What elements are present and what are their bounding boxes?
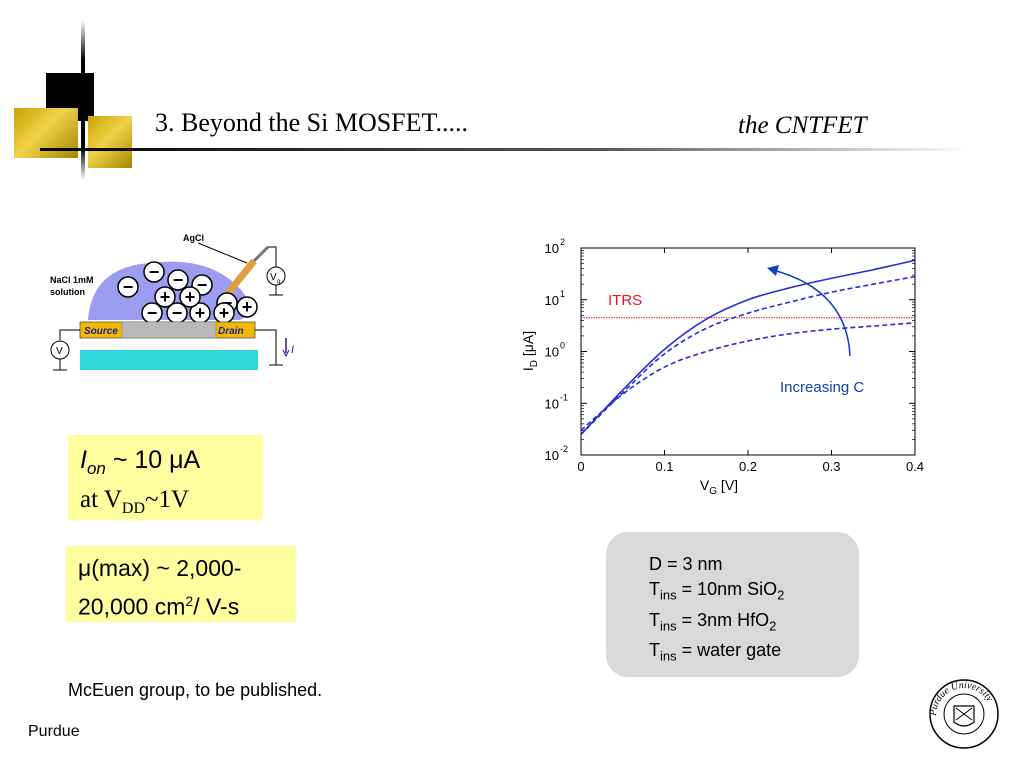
ion-sign: − (197, 275, 208, 295)
y-tick-label: 10 (545, 241, 559, 256)
seal-outer-ring (929, 679, 999, 749)
left-wire (59, 329, 80, 340)
ion-icon (167, 269, 189, 291)
reference-text: McEuen group, to be published. (68, 680, 323, 700)
mobility-line2: 20,000 cm2/ V-s (78, 593, 240, 620)
supply-voltage-line: at VDD~1V (80, 486, 190, 517)
mobility-line1: μ(max) ~ 2,000- (78, 555, 242, 581)
cntfet-device-diagram: AgCl NaCl 1mM solution −−−−−−−+++++ Sour… (50, 233, 294, 371)
x-tick-label: 0 (577, 459, 584, 474)
y-tick-exponent: 1 (560, 289, 565, 299)
x-tick-label: 0.3 (822, 459, 840, 474)
ion-group: −−−−−−−+++++ (117, 261, 258, 324)
footer-organization: Purdue (28, 723, 80, 740)
solution-label-line2: solution (50, 287, 85, 297)
seal-cross-icon (955, 707, 973, 721)
vg-wire (268, 246, 277, 267)
ion-icon (143, 261, 165, 283)
itrs-label: ITRS (608, 292, 642, 309)
sio2-line: Tins = 10nm SiO2 (649, 579, 785, 603)
current-arrowhead-icon (282, 349, 290, 358)
chart-xlabel: VG [V] (700, 477, 738, 497)
series-line-3 (581, 321, 915, 431)
y-tick-label: 10 (545, 448, 559, 463)
y-tick-label: 10 (545, 396, 559, 411)
y-tick-exponent: -2 (560, 444, 568, 454)
nanotube-channel (121, 321, 217, 339)
ion-sign: + (185, 287, 196, 307)
vg-symbol: V (270, 272, 277, 283)
ion-sign: − (172, 303, 183, 323)
chart-ylabel: ID [μA] (520, 331, 540, 371)
ion-sign: − (149, 262, 160, 282)
y-tick-exponent: 2 (560, 237, 565, 247)
ion-sign: + (160, 287, 171, 307)
ion-icon (117, 276, 139, 298)
ion-sign: + (219, 303, 230, 323)
slide-subtitle: the CNTFET (738, 112, 867, 139)
x-tick-label: 0.1 (655, 459, 673, 474)
ion-sign: − (123, 277, 134, 297)
chart-series-group (581, 259, 915, 435)
header-gold-square-right (88, 116, 132, 168)
series-line-2 (581, 275, 915, 435)
increasing-c-arrowhead-icon (767, 265, 779, 276)
ion-icon (154, 286, 176, 308)
y-tick-label: 10 (545, 345, 559, 360)
chart-plot-area (580, 247, 916, 456)
vg-subscript: g (277, 279, 280, 285)
solution-label-line1: NaCl 1mM (50, 275, 94, 285)
x-tick-label: 0.2 (739, 459, 757, 474)
on-current-box: Ion ~ 10 μA at VDD~1V (68, 435, 263, 520)
y-tick-label: 10 (545, 293, 559, 308)
device-parameters-box: D = 3 nm Tins = 10nm SiO2 Tins = 3nm HfO… (606, 532, 859, 677)
vsd-symbol: V (56, 346, 63, 357)
current-label: I (291, 344, 294, 356)
agcl-pointer (197, 242, 248, 264)
y-tick-exponent: 0 (560, 341, 565, 351)
series-line-1 (581, 259, 915, 435)
source-label: Source (84, 326, 118, 337)
ion-sign: − (173, 270, 184, 290)
ion-icon (179, 286, 201, 308)
increasing-c-label: Increasing C (780, 379, 864, 396)
agcl-wire (252, 245, 270, 263)
diameter-line: D = 3 nm (649, 554, 723, 574)
y-tick-exponent: -1 (560, 392, 568, 402)
substrate (80, 350, 258, 370)
x-tick-label: 0.4 (906, 459, 924, 474)
seal-inner-ring (943, 693, 985, 735)
drain-label: Drain (218, 326, 244, 337)
agcl-label: AgCl (183, 233, 204, 243)
water-gate-line: Tins = water gate (649, 640, 782, 664)
seal-shield-icon (953, 705, 975, 727)
header-horizontal-line (40, 148, 970, 151)
mobility-box: μ(max) ~ 2,000- 20,000 cm2/ V-s (66, 546, 296, 622)
drain-wire (255, 329, 277, 365)
on-current-line: Ion ~ 10 μA (80, 446, 201, 478)
ion-icon (236, 296, 258, 318)
increasing-c-arrow (772, 269, 851, 357)
slide-title: 3. Beyond the Si MOSFET..... (155, 108, 468, 137)
ion-sign: + (242, 297, 253, 317)
hfo2-line: Tins = 3nm HfO2 (649, 609, 777, 634)
ion-sign: − (147, 303, 158, 323)
purdue-seal-icon: Purdue University (928, 679, 999, 749)
ion-sign: + (195, 303, 206, 323)
